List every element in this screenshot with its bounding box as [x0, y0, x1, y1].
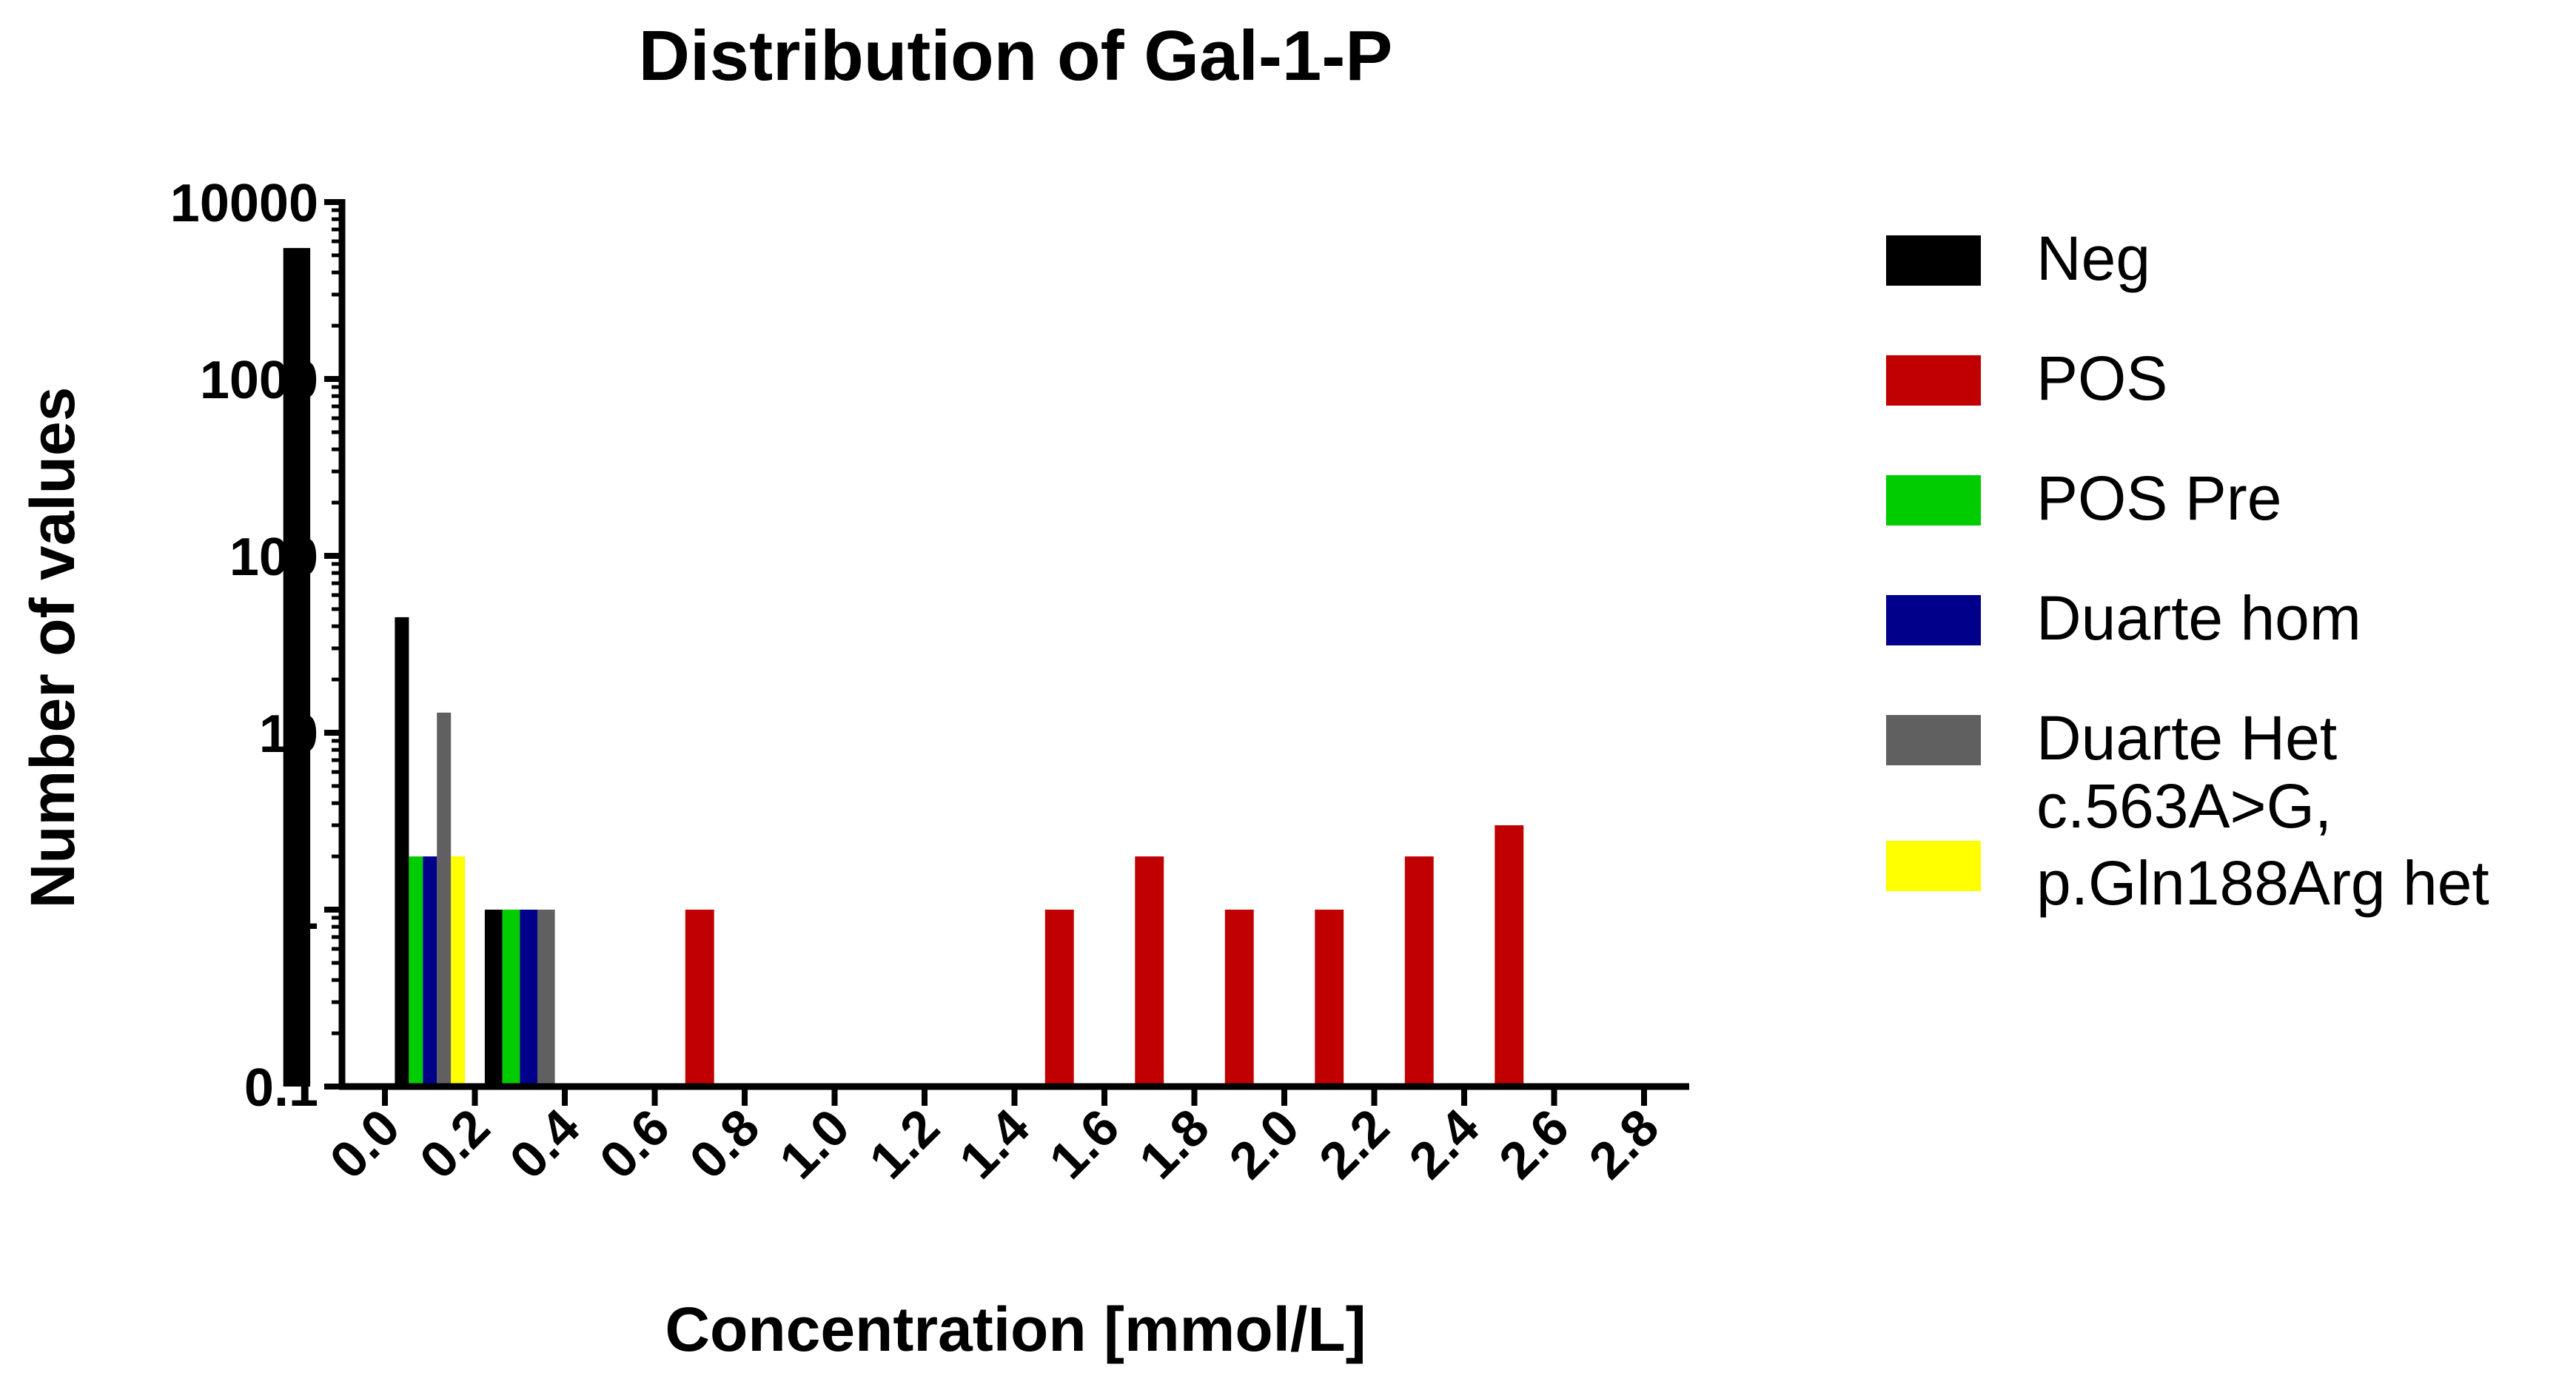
x-tick-label-0-8: 0.8: [679, 1098, 771, 1189]
x-tick-label-1-2: 1.2: [859, 1098, 950, 1189]
bars-layer: [283, 248, 1524, 1087]
x-axis-label: Concentration [mmol/L]: [665, 1295, 1366, 1364]
bar-pos-bin-2.60: [1495, 825, 1524, 1087]
legend: Neg POS POS Pre Duarte hom Duarte Hetc.563A>…: [1886, 224, 2489, 918]
y-tick-label-10000: 10000: [170, 174, 318, 233]
legend-label-neg: Neg: [2036, 224, 2150, 293]
bar-neg-bin-0.00: [283, 248, 311, 1087]
x-tick-label-2-6: 2.6: [1488, 1098, 1580, 1189]
legend-swatch-duarte-hom: [1886, 595, 1981, 645]
y-axis-label: Number of values: [18, 387, 87, 909]
bar-duarte-het-bin-0.20: [437, 712, 452, 1087]
y-tick-label-10: 10: [259, 705, 318, 764]
x-tick-label-2-4: 2.4: [1398, 1098, 1490, 1189]
x-tick-label-1-6: 1.6: [1039, 1098, 1130, 1189]
x-ticks-layer: 0.00.20.40.60.81.01.21.41.61.82.02.22.42…: [319, 1087, 1670, 1189]
bar-pos-bin-1.60: [1044, 910, 1074, 1087]
x-tick-label-0-2: 0.2: [409, 1098, 500, 1189]
x-tick-label-2-2: 2.2: [1308, 1098, 1400, 1189]
legend-swatch-c-563a-g-p-gln188arg-het: [1886, 841, 1981, 891]
x-tick-label-1-0: 1.0: [768, 1098, 860, 1189]
bar-duarte-het-bin-0.40: [537, 910, 555, 1087]
legend-label-duarte-hom: Duarte hom: [2036, 583, 2361, 653]
x-tick-label-1-4: 1.4: [948, 1098, 1040, 1189]
bar-pos-bin-1.80: [1135, 856, 1164, 1087]
y-tick-label-1000: 1000: [200, 351, 318, 410]
legend-swatch-pos-pre: [1886, 475, 1981, 526]
legend-swatch-neg: [1886, 235, 1981, 286]
y-tick-label-100: 100: [229, 528, 318, 587]
legend-swatch-duarte-het: [1886, 715, 1981, 765]
x-tick-label-2-8: 2.8: [1578, 1098, 1670, 1189]
bar-duarte-hom-bin-0.40: [520, 910, 537, 1087]
bar-c-563a-g-p-gln188arg-het-bin-0.20: [451, 856, 466, 1087]
legend-swatch-pos: [1886, 355, 1981, 406]
x-tick-label-1-8: 1.8: [1128, 1098, 1220, 1189]
x-tick-label-2-0: 2.0: [1218, 1098, 1310, 1189]
bar-pos-pre-bin-0.20: [409, 856, 423, 1087]
bar-duarte-hom-bin-0.20: [423, 856, 437, 1087]
chart-title: Distribution of Gal-1-P: [639, 16, 1393, 95]
x-tick-label-0-6: 0.6: [588, 1098, 680, 1189]
x-tick-label-0-4: 0.4: [499, 1098, 591, 1189]
y-tick-label-0-1: 0.1: [244, 1058, 318, 1118]
y-ticks-layer: 0.1 1 10 100 1000 10000: [170, 174, 342, 1118]
legend-label-pos-pre: POS Pre: [2036, 463, 2281, 533]
bar-pos-pre-bin-0.40: [502, 910, 520, 1087]
bar-neg-bin-0.40: [484, 910, 503, 1087]
bar-neg-bin-0.20: [395, 617, 409, 1087]
bar-pos-bin-2.20: [1315, 910, 1344, 1087]
legend-label-pos: POS: [2036, 343, 2167, 413]
bar-pos-bin-2.00: [1224, 910, 1254, 1087]
legend-label-duarte-het: Duarte Het: [2036, 703, 2337, 773]
legend-label-c-563a-g-p-gln188arg-het: c.563A>G, p.Gln188Arg het: [2036, 771, 2489, 918]
bar-pos-bin-0.80: [685, 910, 714, 1087]
x-tick-label-0-0: 0.0: [319, 1098, 411, 1189]
bar-pos-bin-2.40: [1404, 856, 1434, 1087]
y-tick-label-1: 1: [289, 882, 318, 941]
